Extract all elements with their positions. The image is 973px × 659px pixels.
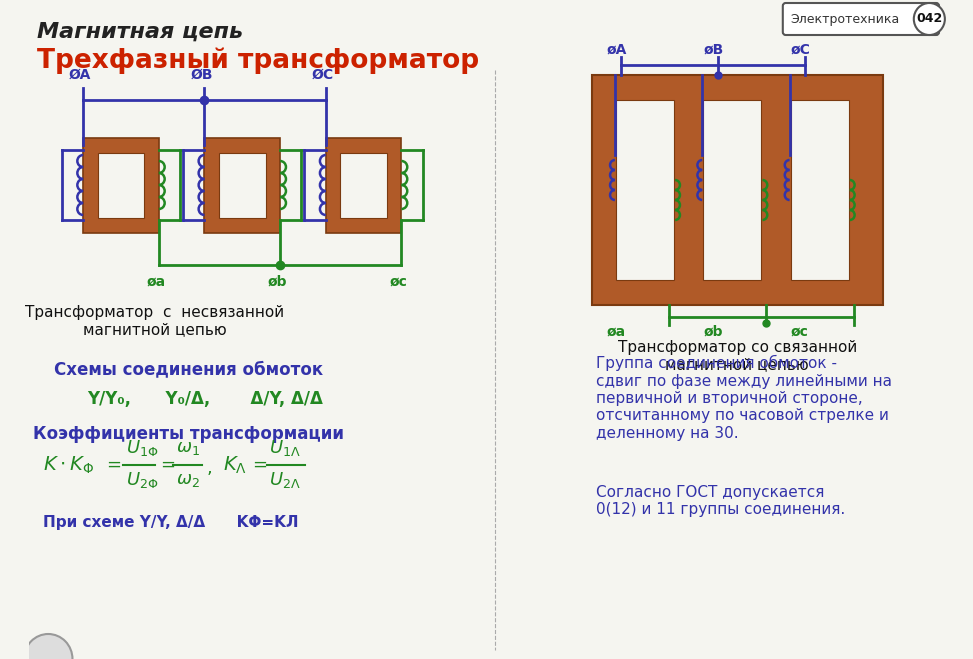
Text: 042: 042 [917,13,943,26]
Circle shape [24,634,72,659]
Text: =: = [160,456,175,474]
Text: $U_{1\Lambda}$: $U_{1\Lambda}$ [270,438,302,458]
Text: $U_{1\Phi}$: $U_{1\Phi}$ [126,438,159,458]
Circle shape [914,3,945,35]
Text: $U_{2\Phi}$: $U_{2\Phi}$ [126,470,159,490]
Text: Магнитная цепь: Магнитная цепь [37,22,242,42]
Bar [204,138,280,233]
Text: $U_{2\Lambda}$: $U_{2\Lambda}$ [270,470,302,490]
Text: При схеме Y/Y, Δ/Δ      KΦ=KЛ: При схеме Y/Y, Δ/Δ KΦ=KЛ [44,515,299,530]
Text: $\omega_1$: $\omega_1$ [176,439,200,457]
Text: ,: , [206,459,212,477]
Text: ØA: ØA [69,68,91,82]
Bar [326,138,402,233]
Text: Схемы соединения обмоток: Схемы соединения обмоток [54,360,323,378]
Text: Согласно ГОСТ допускается
0(12) и 11 группы соединения.: Согласно ГОСТ допускается 0(12) и 11 гру… [596,485,846,517]
Text: øb: øb [268,275,287,289]
Text: Группа соединения обмоток -
сдвиг по фазе между линейными на
первичной и вторичн: Группа соединения обмоток - сдвиг по фаз… [596,355,892,441]
Bar [616,100,674,280]
Bar [592,75,883,305]
Text: øc: øc [791,325,809,339]
Text: =: = [106,456,122,474]
Text: Трансформатор  с  несвязанной
магнитной цепью: Трансформатор с несвязанной магнитной це… [25,305,284,337]
Text: Коэффициенты трансформации: Коэффициенты трансформации [33,425,344,443]
Text: øa: øa [146,275,165,289]
Bar [341,152,387,217]
Bar [97,152,144,217]
Text: =: = [252,456,267,474]
Text: øb: øb [703,325,723,339]
Text: øc: øc [389,275,408,289]
Bar [791,100,848,280]
FancyBboxPatch shape [783,3,939,35]
Bar [219,152,266,217]
Text: Трансформатор со связанной
магнитной цепью: Трансформатор со связанной магнитной цеп… [618,340,857,372]
Text: øC: øC [791,43,811,57]
Text: $K \cdot K_{\Phi}$: $K \cdot K_{\Phi}$ [44,454,94,476]
Text: Трехфазный трансформатор: Трехфазный трансформатор [37,48,479,74]
Text: øB: øB [703,43,724,57]
Text: Y/Y₀,      Y₀/Δ,       Δ/Y, Δ/Δ: Y/Y₀, Y₀/Δ, Δ/Y, Δ/Δ [87,390,323,408]
Bar [83,138,159,233]
Text: øA: øA [606,43,627,57]
Text: ØC: ØC [311,68,334,82]
Text: Электротехника: Электротехника [791,13,900,26]
Text: øa: øa [606,325,626,339]
Text: ØB: ØB [191,68,213,82]
Bar [703,100,762,280]
Text: $K_{\Lambda}$: $K_{\Lambda}$ [223,454,247,476]
Text: $\omega_2$: $\omega_2$ [176,471,200,489]
